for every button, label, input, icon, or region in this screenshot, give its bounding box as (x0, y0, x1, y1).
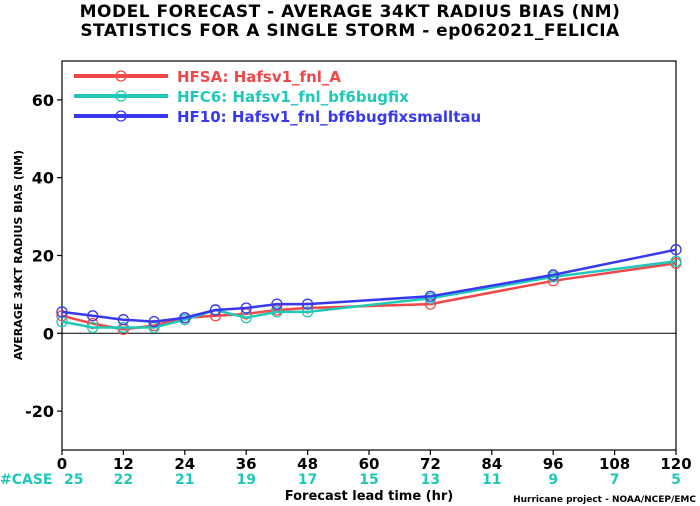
case-count: 15 (359, 472, 378, 488)
case-count: 22 (114, 472, 133, 488)
data-point-hf10 (209, 304, 222, 316)
legend-label-hfc6: HFC6: Hafsv1_fnl_bf6bugfix (177, 88, 409, 106)
x-tick-label: 60 (359, 455, 380, 473)
data-point-hfc6 (117, 321, 130, 334)
case-count: 21 (175, 472, 194, 488)
x-axis-label: Forecast lead time (hr) (285, 489, 453, 504)
x-tick-label: 84 (481, 455, 502, 473)
series-line-hf10 (61, 248, 677, 323)
data-point-hfc6 (670, 255, 682, 267)
chart-subtitle: STATISTICS FOR A SINGLE STORM - ep062021… (80, 21, 620, 41)
credit-text: Hurricane project - NOAA/NCEP/EMC (513, 495, 696, 505)
data-point-hf10 (271, 298, 283, 310)
data-point-hf10 (301, 298, 314, 310)
data-point-hf10 (148, 315, 160, 328)
legend-label-hfsa: HFSA: Hafsv1_fnl_A (177, 68, 341, 86)
data-point-hf10 (424, 290, 437, 302)
data-point-hfc6 (301, 306, 314, 318)
legend-label-hf10: HF10: Hafsv1_fnl_bf6bugfixsmalltau (177, 108, 481, 126)
data-point-hf10 (179, 312, 191, 324)
x-tick-label: 0 (57, 455, 67, 473)
data-point-hfc6 (87, 321, 99, 334)
legend-marker-hfsa (115, 70, 127, 82)
data-point-hf10 (117, 314, 130, 326)
case-count: 5 (671, 472, 681, 488)
y-tick-label: 60 (32, 91, 54, 110)
x-tick-label: 12 (113, 455, 134, 473)
data-point-hf10 (240, 302, 252, 314)
data-point-hf10 (670, 244, 682, 256)
x-tick-label: 108 (599, 455, 630, 473)
x-tick-label: 72 (420, 455, 441, 473)
x-tick-label: 120 (660, 455, 691, 473)
case-count: 17 (298, 472, 317, 488)
y-tick-label: 40 (32, 169, 54, 188)
x-tick-label: 36 (236, 455, 257, 473)
data-point-hfc6 (271, 306, 283, 318)
y-tick-label: -20 (25, 402, 54, 421)
y-tick-label: 0 (43, 324, 54, 343)
x-tick-label: 96 (543, 455, 564, 473)
case-label: #CASE (0, 472, 53, 488)
data-point-hf10 (87, 310, 99, 322)
y-axis-label: AVERAGE 34KT RADIUS BIAS (NM) (12, 150, 25, 360)
x-tick-label: 48 (297, 455, 318, 473)
y-tick-label: 20 (32, 247, 54, 266)
case-count: 9 (548, 472, 558, 488)
case-count: 7 (610, 472, 620, 488)
series-line-hfc6 (61, 260, 677, 329)
chart-title: MODEL FORECAST - AVERAGE 34KT RADIUS BIA… (79, 2, 621, 22)
case-count: 13 (421, 472, 440, 488)
legend-marker-hfc6 (115, 90, 127, 102)
data-point-hf10 (56, 306, 68, 318)
case-count: 19 (236, 472, 255, 488)
legend-marker-hf10 (115, 110, 127, 122)
data-point-hfsa (56, 310, 68, 322)
x-tick-label: 24 (174, 455, 195, 473)
data-point-hf10 (547, 269, 559, 281)
case-count: 25 (64, 472, 83, 488)
case-count: 11 (482, 472, 501, 488)
